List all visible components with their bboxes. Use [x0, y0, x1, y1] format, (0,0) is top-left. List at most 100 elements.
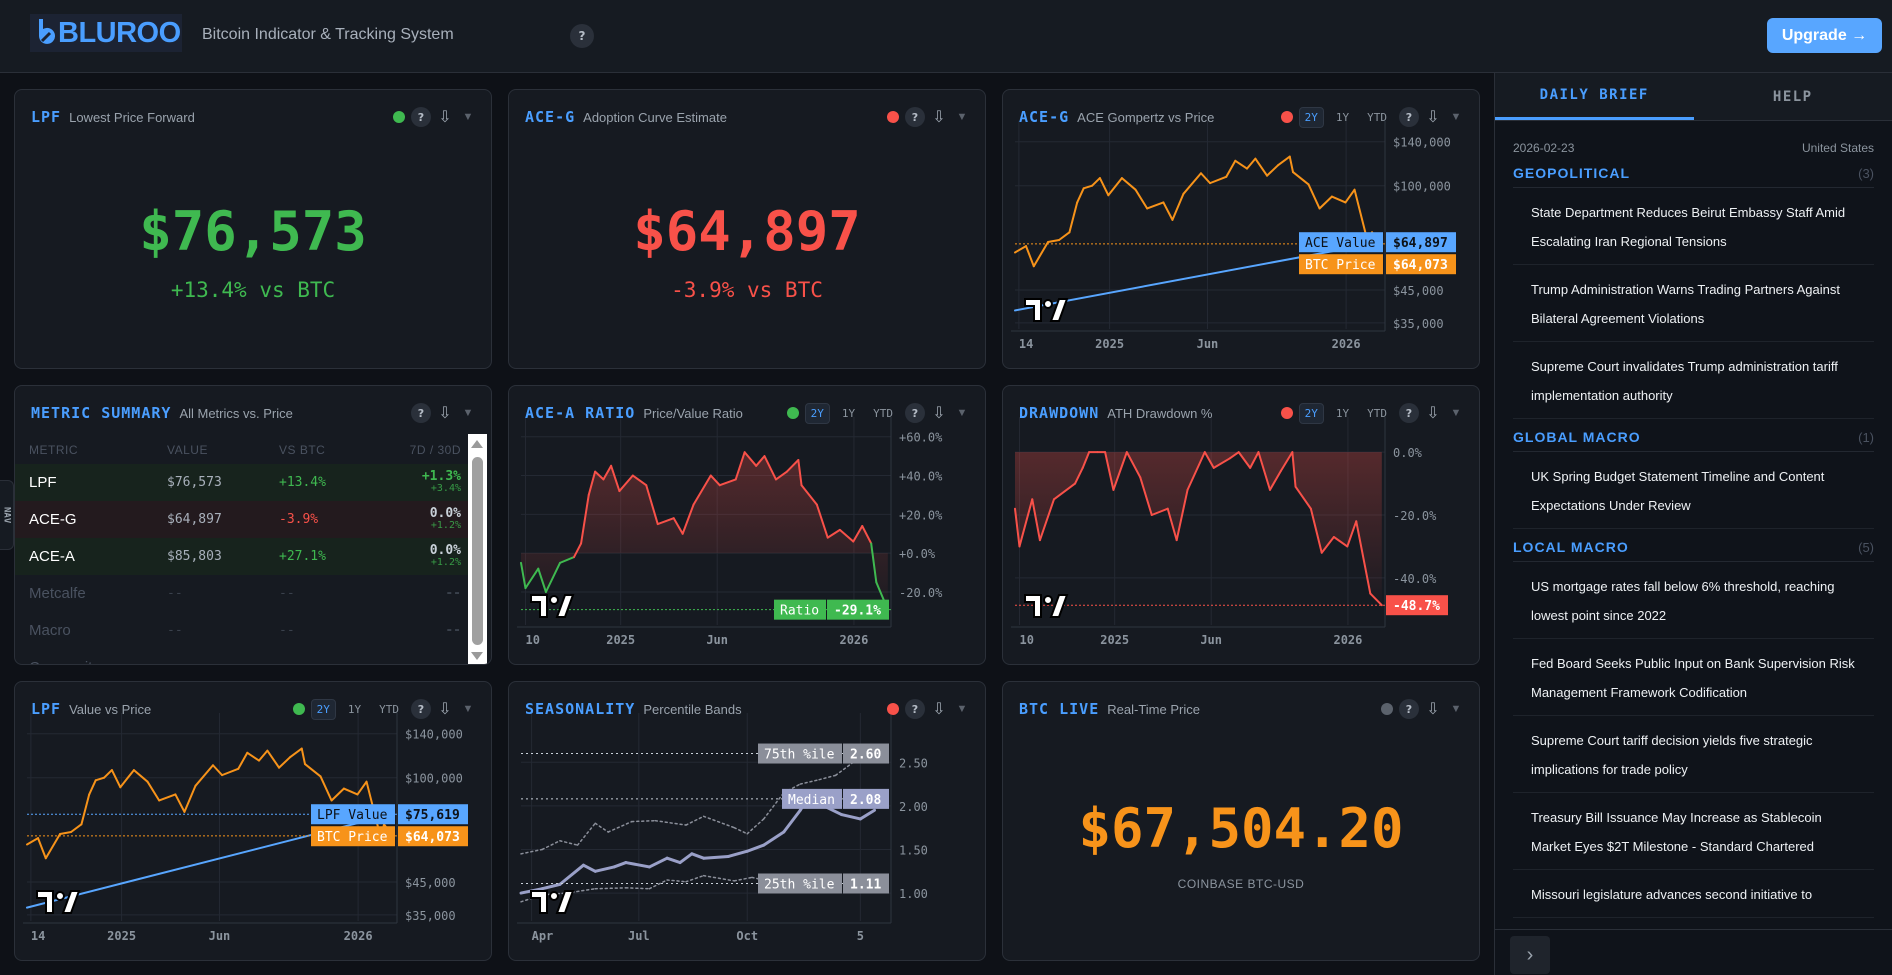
series-line-segment — [1104, 451, 1115, 491]
series-line-segment — [1032, 240, 1050, 268]
news-item[interactable]: Supreme Court invalidates Trump administ… — [1513, 342, 1874, 419]
news-item[interactable]: Trump Administration Warns Trading Partn… — [1513, 265, 1874, 342]
help-icon[interactable]: ? — [411, 107, 431, 127]
download-icon[interactable]: ⇩ — [438, 405, 452, 422]
ace-g-chart[interactable]: $140,000 $100,000 $45,000 $35,000 14 2025 Jun 2… — [1003, 90, 1480, 369]
table-row[interactable]: Metcalfe -- -- -- — [15, 575, 473, 612]
metric-value: $85,803 — [167, 549, 222, 564]
series-line-segment — [1254, 157, 1269, 177]
help-icon[interactable]: ? — [411, 403, 431, 423]
card-title: ACE-A RATIO — [525, 404, 636, 422]
help-icon[interactable]: ? — [1399, 403, 1419, 423]
table-row[interactable]: ACE-G $64,897 -3.9% 0.0% +1.2% — [15, 501, 473, 538]
tab-daily-brief[interactable]: DAILY BRIEF — [1495, 73, 1694, 120]
series-line-segment — [237, 751, 249, 770]
download-icon[interactable]: ⇩ — [932, 109, 946, 126]
metric-summary-table: METRIC VALUE VS BTC 7D / 30D LPF $76,573 +13.4… — [15, 436, 473, 664]
x-tick-label: 2025 — [1100, 633, 1129, 647]
series-line-segment — [631, 819, 657, 823]
news-item[interactable]: Supreme Court tariff decision yields fiv… — [1513, 716, 1874, 793]
news-item[interactable]: Fed Board Seeks Public Input on Bank Sup… — [1513, 639, 1874, 716]
range-1y-button[interactable]: 1Y — [841, 406, 856, 420]
brief-meta: 2026-02-23 United States — [1513, 141, 1874, 155]
table-row[interactable]: ACE-A $85,803 +27.1% 0.0% +1.2% — [15, 538, 473, 575]
news-item[interactable]: Treasury Bill Issuance May Increase as S… — [1513, 793, 1874, 870]
help-icon[interactable]: ? — [411, 699, 431, 719]
range-2y-button[interactable]: 2Y — [1298, 106, 1324, 128]
section-header[interactable]: LOCAL MACRO (5) — [1513, 539, 1874, 562]
help-icon[interactable]: ? — [905, 107, 925, 127]
range-ytd-button[interactable]: YTD — [379, 702, 399, 716]
scroll-down-arrow-icon[interactable] — [471, 652, 483, 660]
bluroo-logo[interactable]: BLUROO — [30, 14, 182, 52]
help-icon[interactable]: ? — [1399, 699, 1419, 719]
collapse-caret-icon[interactable]: ▼ — [462, 703, 474, 715]
collapse-caret-icon[interactable]: ▼ — [956, 703, 968, 715]
table-row[interactable]: LPF $76,573 +13.4% +1.3% +3.4% — [15, 464, 473, 501]
lpf-chart[interactable]: $140,000 $100,000 $45,000 $35,000 14 2025 Jun 2… — [15, 682, 492, 961]
scrollbar[interactable] — [468, 434, 487, 664]
download-icon[interactable]: ⇩ — [438, 109, 452, 126]
value-badge: LPF Value $75,619 — [311, 804, 468, 825]
download-icon[interactable]: ⇩ — [932, 405, 946, 422]
range-2y-button[interactable]: 2Y — [804, 402, 830, 424]
news-item[interactable]: Missouri legislature advances second ini… — [1513, 870, 1874, 918]
range-1y-button[interactable]: 1Y — [347, 702, 362, 716]
status-indicator — [887, 703, 899, 715]
collapse-caret-icon[interactable]: ▼ — [462, 407, 474, 419]
download-icon[interactable]: ⇩ — [932, 701, 946, 718]
table-row[interactable]: Macro -- -- -- — [15, 612, 473, 649]
range-ytd-button[interactable]: YTD — [873, 406, 893, 420]
table-row[interactable]: Composite------ — [15, 649, 473, 664]
collapse-caret-icon[interactable]: ▼ — [956, 111, 968, 123]
daily-brief: 2026-02-23 United States GEOPOLITICAL (3)… — [1495, 121, 1892, 927]
collapse-caret-icon[interactable]: ▼ — [956, 407, 968, 419]
tradingview-logo — [36, 890, 81, 914]
ace-a-ratio-chart[interactable]: +60.0% +40.0% +20.0% +0.0% -20.0% 10 2025 Jun 20… — [509, 386, 986, 665]
download-icon[interactable]: ⇩ — [1426, 701, 1440, 718]
tab-help[interactable]: HELP — [1772, 88, 1813, 105]
help-icon[interactable]: ? — [905, 403, 925, 423]
upgrade-button[interactable]: Upgrade → — [1767, 18, 1882, 53]
card-title: ACE-G — [525, 108, 576, 126]
y-tick-label: -20.0% — [1393, 509, 1437, 523]
collapse-caret-icon[interactable]: ▼ — [1450, 111, 1462, 123]
download-icon[interactable]: ⇩ — [438, 701, 452, 718]
card-header: ACE-G Adoption Curve Estimate ? ⇩ ▼ — [525, 105, 971, 129]
range-2y-button[interactable]: 2Y — [1298, 402, 1324, 424]
range-1y-button[interactable]: 1Y — [1335, 110, 1350, 124]
drawdown-chart[interactable]: 0.0% -20.0% -40.0% 10 2025 Jun 2026 -48.7% — [1003, 386, 1480, 665]
series-line-segment — [88, 779, 97, 796]
range-2y-button[interactable]: 2Y — [310, 698, 336, 720]
collapse-caret-icon[interactable]: ▼ — [1450, 407, 1462, 419]
range-ytd-button[interactable]: YTD — [1367, 110, 1387, 124]
help-button[interactable]: ? — [570, 24, 594, 48]
x-tick-label: Oct — [736, 929, 758, 943]
help-icon[interactable]: ? — [905, 699, 925, 719]
news-item[interactable]: US mortgage rates fall below 6% threshol… — [1513, 562, 1874, 639]
series-line-segment — [692, 474, 712, 506]
series-line-segment — [1025, 245, 1035, 268]
x-tick-label: Jun — [209, 929, 231, 943]
news-item[interactable]: State Department Reduces Beirut Embassy … — [1513, 188, 1874, 265]
collapse-caret-icon[interactable]: ▼ — [462, 111, 474, 123]
series-line-segment — [1052, 482, 1077, 501]
seasonality-chart[interactable]: 1.00 1.50 2.00 2.50 Apr Jul Oct 5 75th %ile 2.60 M… — [509, 682, 986, 961]
section-header[interactable]: GEOPOLITICAL (3) — [1513, 165, 1874, 188]
section-header[interactable]: GLOBAL MACRO (1) — [1513, 429, 1874, 452]
series-line-segment — [702, 854, 730, 860]
nav-toggle[interactable]: NAV — [0, 480, 14, 550]
download-icon[interactable]: ⇩ — [1426, 109, 1440, 126]
help-icon[interactable]: ? — [1399, 107, 1419, 127]
range-1y-button[interactable]: 1Y — [1335, 406, 1350, 420]
badge-value-bg — [843, 743, 889, 764]
news-item[interactable]: UK Spring Budget Statement Timeline and … — [1513, 452, 1874, 529]
download-icon[interactable]: ⇩ — [1426, 405, 1440, 422]
chevron-right-icon[interactable]: › — [1510, 936, 1550, 974]
scrollbar-thumb[interactable] — [472, 457, 483, 645]
series-line-segment — [1014, 507, 1021, 548]
badge-label-bg — [758, 873, 842, 894]
collapse-caret-icon[interactable]: ▼ — [1450, 703, 1462, 715]
scroll-up-arrow-icon[interactable] — [471, 440, 483, 448]
range-ytd-button[interactable]: YTD — [1367, 406, 1387, 420]
